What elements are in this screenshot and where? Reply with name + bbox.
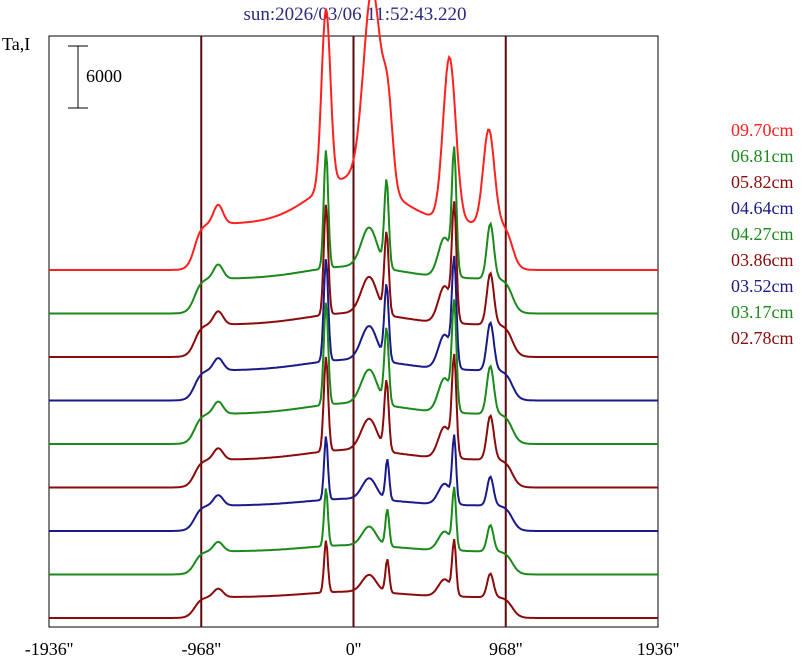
x-tick-label: 968'' bbox=[489, 639, 523, 659]
series-line bbox=[49, 434, 658, 532]
x-tick-label: -968'' bbox=[182, 639, 221, 659]
legend: 09.70cm 06.81cm 05.82cm 04.64cm 04.27cm 03.86… bbox=[731, 120, 794, 348]
scale-bar-label: 6000 bbox=[86, 66, 122, 86]
chart-title: sun:2026/03/06 11:52:43.220 bbox=[243, 4, 466, 25]
legend-entry: 03.17cm bbox=[731, 302, 794, 322]
scale-bar: 6000 bbox=[68, 45, 122, 109]
legend-entry: 06.81cm bbox=[731, 146, 794, 166]
series-line bbox=[49, 146, 658, 315]
reference-lines bbox=[200, 36, 507, 627]
legend-entry: 09.70cm bbox=[731, 120, 794, 140]
series-line bbox=[49, 255, 658, 402]
series-line bbox=[49, 299, 658, 445]
legend-entry: 02.78cm bbox=[731, 328, 794, 348]
legend-entry: 05.82cm bbox=[731, 172, 794, 192]
legend-entry: 04.64cm bbox=[731, 198, 794, 218]
y-axis-label: Ta,I bbox=[2, 34, 30, 54]
x-axis-ticks: -1936'' -968'' 0'' 968'' 1936'' bbox=[25, 639, 679, 659]
series-line bbox=[49, 486, 658, 576]
series-line bbox=[49, 538, 658, 619]
series-line bbox=[49, 201, 658, 358]
x-tick-label: -1936'' bbox=[25, 639, 73, 659]
legend-entry: 03.86cm bbox=[731, 250, 794, 270]
series-line bbox=[49, 353, 658, 489]
series-group bbox=[49, 0, 658, 619]
series-line bbox=[49, 0, 658, 271]
x-tick-label: 1936'' bbox=[637, 639, 680, 659]
legend-entry: 04.27cm bbox=[731, 224, 794, 244]
legend-entry: 03.52cm bbox=[731, 276, 794, 296]
x-tick-label: 0'' bbox=[346, 639, 362, 659]
